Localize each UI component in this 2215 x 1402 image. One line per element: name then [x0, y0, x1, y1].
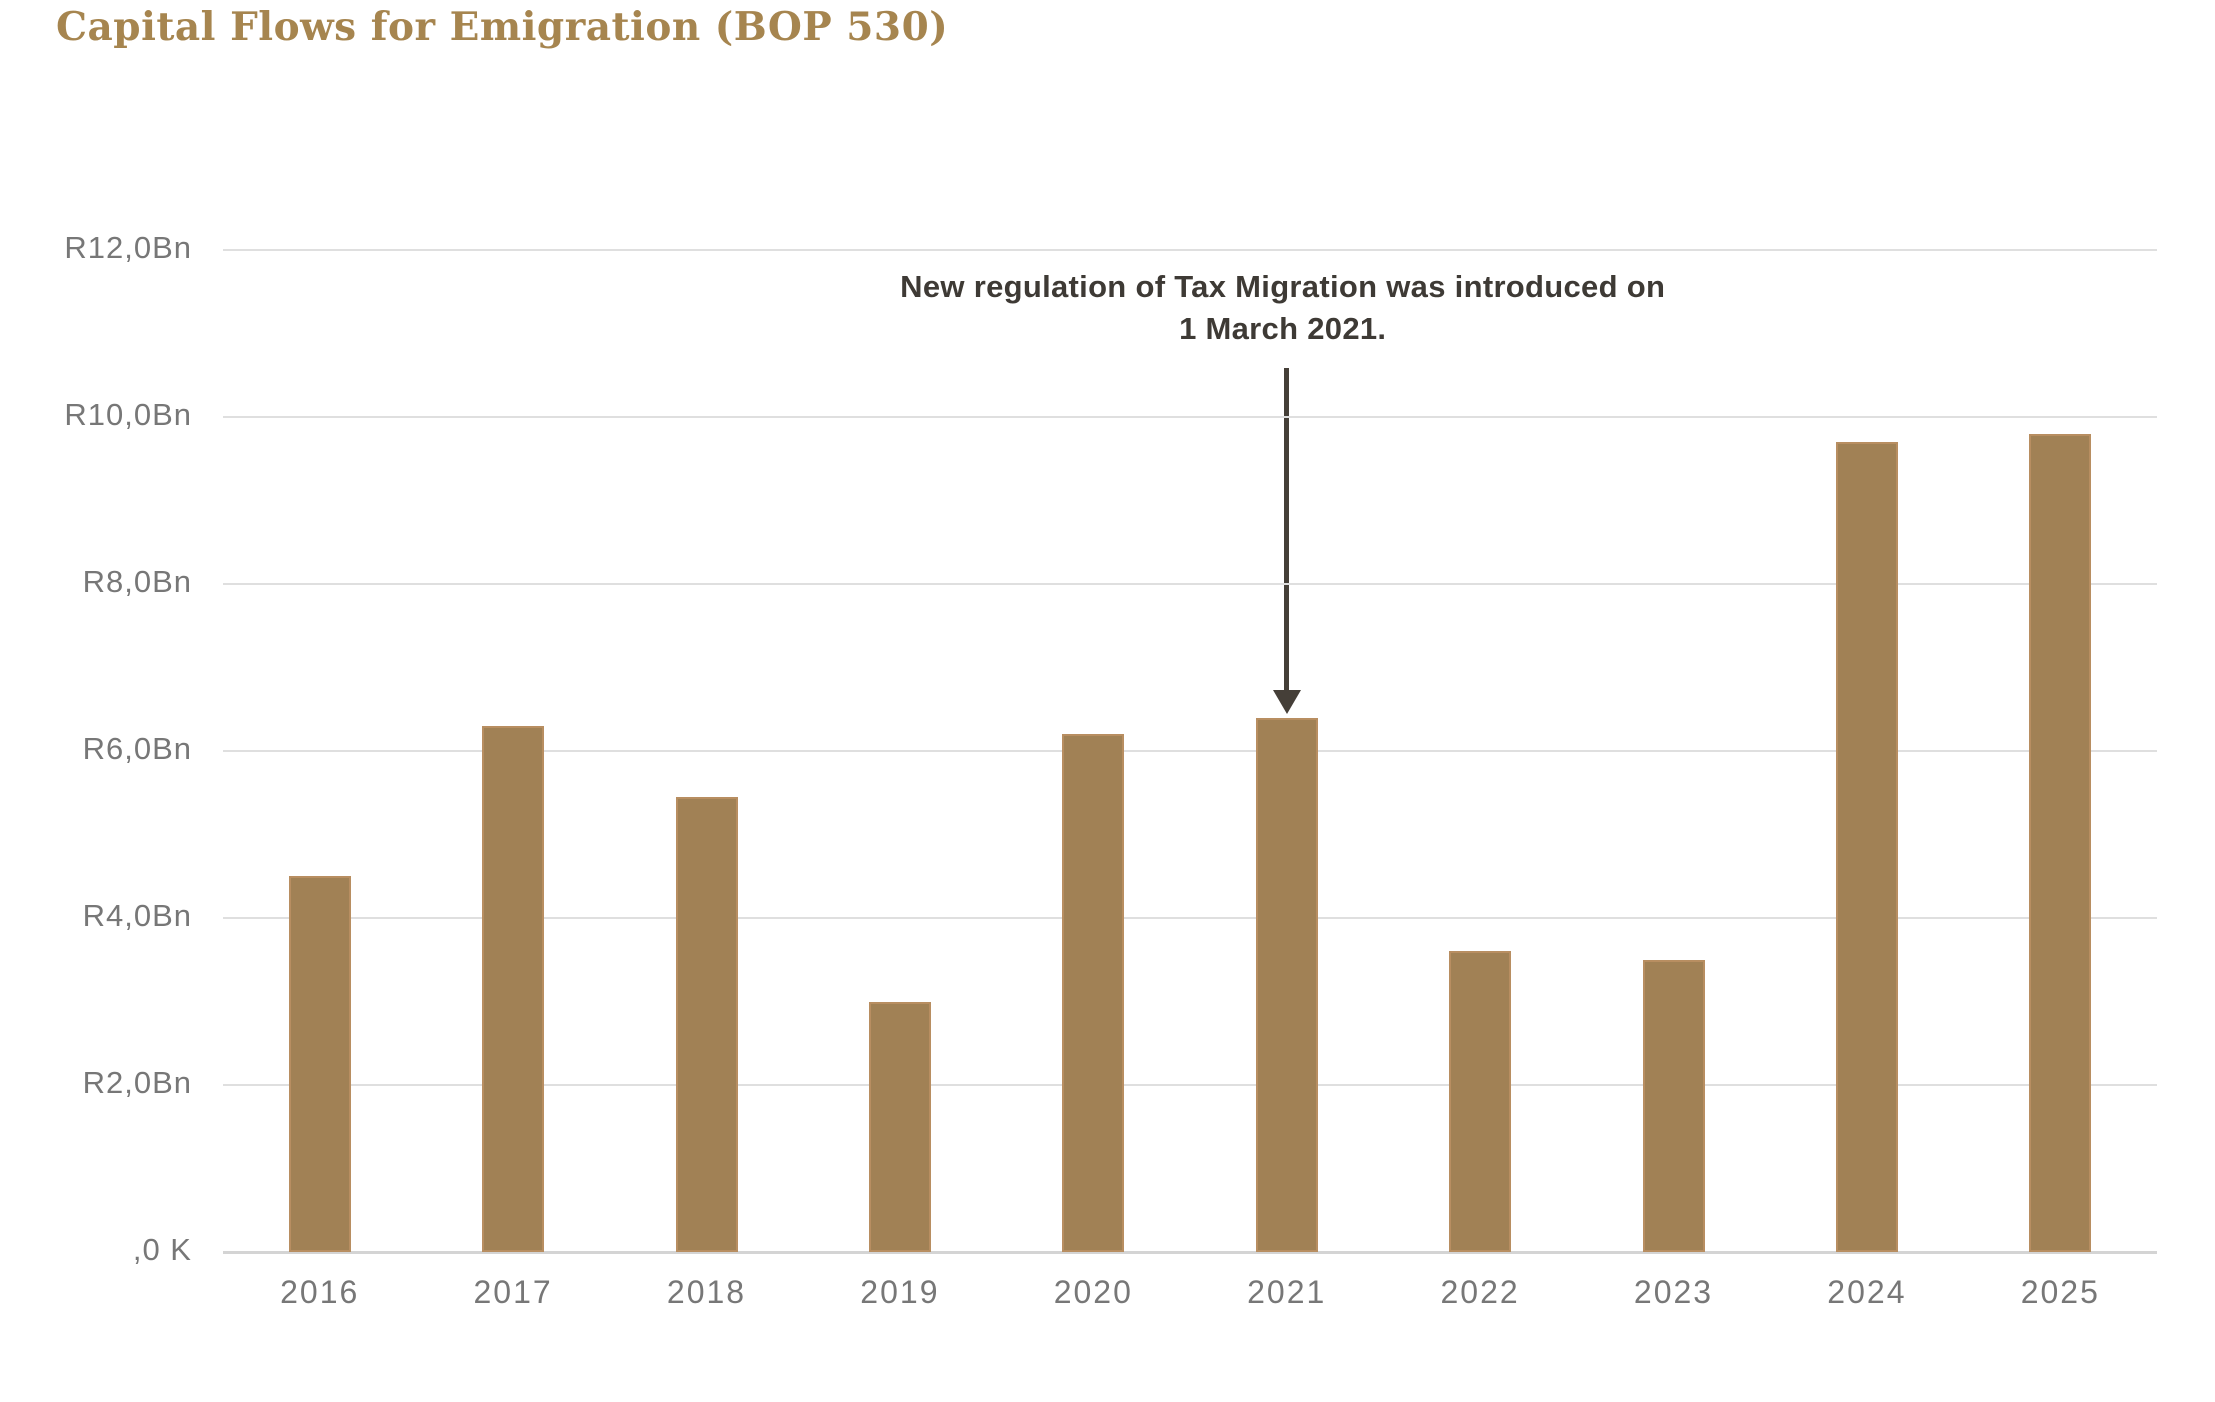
y-axis-label-10: R10,0Bn — [64, 397, 192, 432]
y-axis-label-8: R8,0Bn — [82, 564, 192, 599]
y-axis-label-0: ,0 K — [132, 1232, 192, 1267]
annotation-line-1: New regulation of Tax Migration was intr… — [900, 269, 1666, 304]
x-axis-label-2024: 2024 — [1827, 1274, 1907, 1310]
x-axis-label-2020: 2020 — [1053, 1274, 1133, 1310]
bar-2018[interactable] — [675, 796, 738, 1252]
bar-2016[interactable] — [288, 876, 351, 1252]
x-axis-label-2017: 2017 — [473, 1274, 553, 1310]
x-axis-label-2019: 2019 — [860, 1274, 940, 1310]
x-axis-label-2025: 2025 — [2020, 1274, 2100, 1310]
gridline-12 — [223, 249, 2157, 251]
gridline-2 — [223, 1084, 2157, 1086]
gridline-4 — [223, 917, 2157, 919]
gridline-8 — [223, 583, 2157, 585]
bar-2023[interactable] — [1642, 959, 1705, 1252]
x-axis-label-2021: 2021 — [1247, 1274, 1327, 1310]
bar-2025[interactable] — [2029, 433, 2092, 1252]
y-axis-label-12: R12,0Bn — [64, 230, 192, 265]
annotation-arrow — [1284, 368, 1290, 692]
annotation: New regulation of Tax Migration was intr… — [733, 266, 1833, 350]
x-axis-label-2022: 2022 — [1440, 1274, 1520, 1310]
x-axis-label-2016: 2016 — [280, 1274, 360, 1310]
gridline-6 — [223, 750, 2157, 752]
bar-2022[interactable] — [1449, 951, 1512, 1252]
y-axis-label-2: R2,0Bn — [82, 1065, 192, 1100]
bar-2019[interactable] — [868, 1001, 931, 1252]
annotation-arrowhead-icon — [1272, 689, 1301, 714]
bar-2024[interactable] — [1835, 442, 1898, 1252]
bar-2020[interactable] — [1062, 734, 1125, 1252]
y-axis-label-6: R6,0Bn — [82, 731, 192, 766]
x-axis-line — [223, 1250, 2157, 1254]
chart-title: Capital Flows for Emigration (BOP 530) — [56, 4, 949, 50]
annotation-line-2: 1 March 2021. — [1179, 311, 1387, 346]
bar-2021[interactable] — [1255, 717, 1318, 1252]
x-axis-label-2018: 2018 — [666, 1274, 747, 1310]
x-axis-label-2023: 2023 — [1633, 1274, 1714, 1310]
y-axis-label-4: R4,0Bn — [82, 898, 192, 933]
gridline-10 — [223, 416, 2157, 418]
bar-2017[interactable] — [482, 725, 545, 1252]
